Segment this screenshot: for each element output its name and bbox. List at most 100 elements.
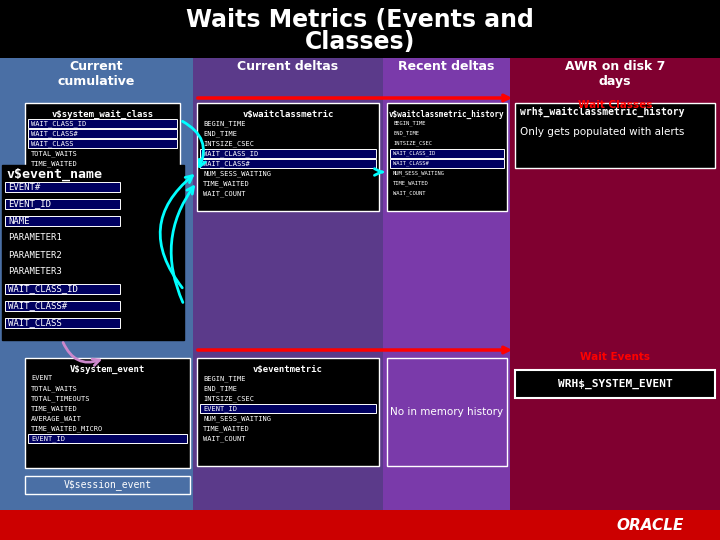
Text: V$system_event: V$system_event (70, 365, 145, 374)
Text: AVERAGE_WAIT: AVERAGE_WAIT (31, 415, 82, 422)
Text: Waits Metrics (Events and: Waits Metrics (Events and (186, 8, 534, 32)
Bar (0, 58, 193, 540)
Text: TIME_WAITED_MICRO: TIME_WAITED_MICRO (31, 425, 103, 432)
Text: v$eventmetric: v$eventmetric (253, 365, 323, 374)
Text: INTSIZE_CSEC: INTSIZE_CSEC (203, 140, 254, 147)
Text: TOTAL_WAITS: TOTAL_WAITS (31, 385, 78, 392)
Bar (193, 58, 383, 540)
Text: TIME_WAITED: TIME_WAITED (393, 181, 428, 186)
Text: TIME_WAITED: TIME_WAITED (31, 160, 78, 167)
Text: WAIT_COUNT: WAIT_COUNT (203, 190, 246, 197)
Bar (28, 139, 177, 148)
Text: PARAMETER3: PARAMETER3 (8, 267, 62, 276)
Text: EVENT#: EVENT# (8, 183, 40, 192)
Text: NAME: NAME (8, 217, 30, 226)
Text: PARAMETER2: PARAMETER2 (8, 251, 62, 260)
Bar (200, 159, 376, 168)
Text: v$event_name: v$event_name (6, 168, 102, 181)
Bar (25, 476, 190, 494)
Text: BEGIN_TIME: BEGIN_TIME (393, 121, 426, 126)
Text: V$session_event: V$session_event (63, 480, 152, 490)
Text: WAIT_CLASS_ID: WAIT_CLASS_ID (393, 151, 436, 156)
Bar (28, 119, 177, 128)
Bar (197, 103, 379, 211)
Text: WAIT_CLASS_ID: WAIT_CLASS_ID (8, 285, 78, 294)
Bar (383, 58, 510, 540)
Text: WAIT_CLASS#: WAIT_CLASS# (8, 301, 67, 310)
Text: WAIT_CLASS: WAIT_CLASS (31, 140, 73, 147)
Text: PARAMETER1: PARAMETER1 (8, 233, 62, 242)
Text: NUM_SESS_WAITING: NUM_SESS_WAITING (203, 415, 271, 422)
Bar (5, 301, 120, 311)
Text: TIME_WAITED: TIME_WAITED (203, 180, 250, 187)
Bar (0, 0, 720, 58)
Text: WAIT_COUNT: WAIT_COUNT (203, 435, 246, 442)
Text: END_TIME: END_TIME (393, 131, 419, 136)
Text: Recent deltas: Recent deltas (398, 60, 495, 73)
Text: WAIT_CLASS#: WAIT_CLASS# (203, 160, 250, 167)
Bar (390, 159, 504, 168)
Text: TIME_WAITED: TIME_WAITED (203, 425, 250, 432)
Bar (28, 129, 177, 138)
Bar (510, 58, 720, 540)
FancyArrowPatch shape (63, 342, 99, 366)
Text: EVENT: EVENT (31, 375, 53, 381)
Text: Wait Classes: Wait Classes (578, 100, 652, 110)
Text: WAIT_CLASS#: WAIT_CLASS# (393, 161, 428, 166)
Bar (5, 216, 120, 226)
Text: BEGIN_TIME: BEGIN_TIME (203, 120, 246, 127)
Bar (25, 358, 190, 468)
Text: TOTAL_TIMEOUTS: TOTAL_TIMEOUTS (31, 395, 91, 402)
Text: ORACLE: ORACLE (616, 517, 684, 532)
Text: AWR on disk 7
days: AWR on disk 7 days (564, 60, 665, 88)
Bar (390, 149, 504, 158)
Text: Current
cumulative: Current cumulative (58, 60, 135, 88)
Text: WAIT_COUNT: WAIT_COUNT (393, 191, 426, 197)
Text: wrh$_waitclassmetric_history: wrh$_waitclassmetric_history (520, 107, 685, 117)
Bar (387, 358, 507, 466)
FancyArrowPatch shape (171, 187, 194, 302)
Text: EVENT_ID: EVENT_ID (31, 435, 65, 442)
Bar (515, 103, 715, 168)
Bar (200, 404, 376, 413)
Text: WAIT_CLASS#: WAIT_CLASS# (31, 130, 78, 137)
FancyArrowPatch shape (374, 168, 382, 176)
Text: NUM_SESS_WAITING: NUM_SESS_WAITING (203, 170, 271, 177)
Text: TIME_WAITED: TIME_WAITED (31, 405, 78, 412)
Text: INTSIZE_CSEC: INTSIZE_CSEC (393, 141, 432, 146)
Text: INTSIZE_CSEC: INTSIZE_CSEC (203, 395, 254, 402)
Text: END_TIME: END_TIME (203, 130, 237, 137)
Text: v$waitclassmetric: v$waitclassmetric (243, 110, 333, 119)
Bar (5, 318, 120, 328)
Text: EVENT_ID: EVENT_ID (8, 199, 51, 208)
Bar (0, 510, 720, 540)
Text: Current deltas: Current deltas (238, 60, 338, 73)
Text: END_TIME: END_TIME (203, 385, 237, 392)
Text: No in memory history: No in memory history (390, 407, 503, 417)
Text: WAIT_CLASS_ID: WAIT_CLASS_ID (203, 150, 258, 157)
Text: BEGIN_TIME: BEGIN_TIME (203, 375, 246, 382)
Text: Classes): Classes) (305, 30, 415, 54)
Text: WRH$_SYSTEM_EVENT: WRH$_SYSTEM_EVENT (557, 379, 672, 389)
FancyArrowPatch shape (182, 122, 205, 167)
Text: v$waitclassmetric_history: v$waitclassmetric_history (390, 110, 505, 119)
Bar (25, 103, 180, 178)
Bar (28, 434, 187, 443)
Text: WAIT_CLASS_ID: WAIT_CLASS_ID (31, 120, 86, 127)
Text: TOTAL_WAITS: TOTAL_WAITS (31, 150, 78, 157)
Bar (5, 284, 120, 294)
Text: NUM_SESS_WAITING: NUM_SESS_WAITING (393, 171, 445, 176)
FancyArrowPatch shape (160, 176, 192, 288)
Bar (387, 103, 507, 211)
Text: v$system_wait_class: v$system_wait_class (51, 110, 153, 119)
Bar (5, 199, 120, 209)
Bar (200, 149, 376, 158)
Bar (5, 182, 120, 192)
Text: WAIT_CLASS: WAIT_CLASS (8, 319, 62, 327)
Bar (197, 358, 379, 466)
Bar (2, 165, 184, 340)
Text: Only gets populated with alerts: Only gets populated with alerts (520, 127, 685, 137)
Bar (515, 370, 715, 398)
Text: EVENT_ID: EVENT_ID (203, 405, 237, 412)
Text: Wait Events: Wait Events (580, 352, 650, 362)
